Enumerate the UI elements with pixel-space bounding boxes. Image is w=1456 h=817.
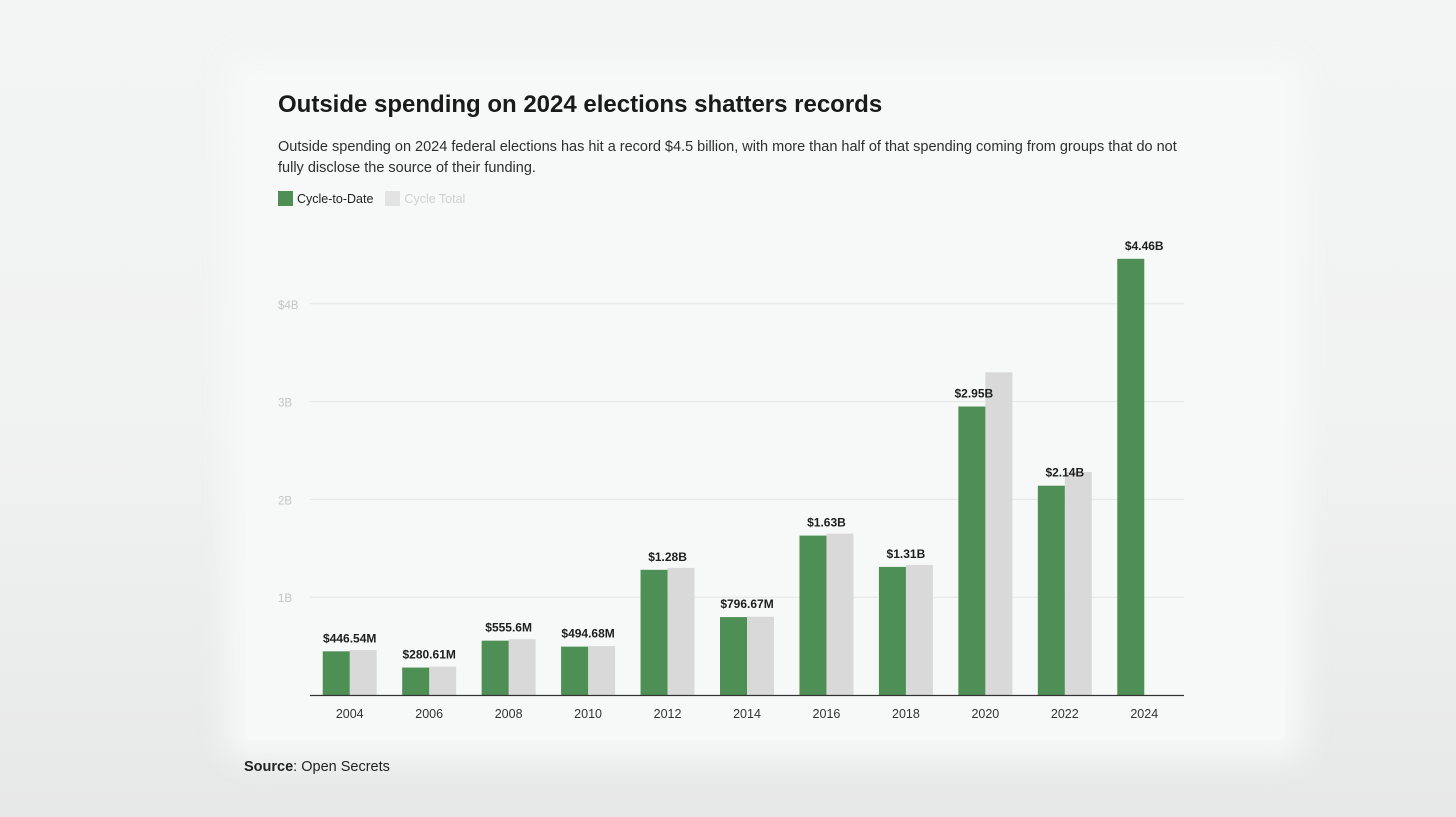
- bar-cycle-to-date-2024: [1117, 258, 1145, 695]
- x-tick-label-2004: 2004: [336, 707, 364, 721]
- bar-cycle-to-date-2016: [799, 535, 827, 695]
- x-tick-label-2012: 2012: [654, 707, 682, 721]
- chart-legend: Cycle-to-Date Cycle Total: [278, 191, 477, 206]
- legend-label-cycle-to-date: Cycle-to-Date: [297, 191, 374, 206]
- y-tick-label: $4B: [278, 300, 299, 312]
- bar-cycle-total-2020: [985, 372, 1013, 695]
- bar-cycle-to-date-2022: [1037, 485, 1065, 695]
- x-tick-label-2018: 2018: [892, 707, 920, 721]
- y-tick-label: 2B: [278, 495, 292, 507]
- legend-swatch-cycle-to-date: [278, 191, 293, 206]
- bar-cycle-total-2004: [349, 650, 377, 695]
- y-tick-label: 3B: [278, 398, 292, 410]
- x-tick-label-2014: 2014: [733, 707, 761, 721]
- bar-cycle-total-2008: [508, 639, 536, 695]
- legend-item-cycle-total[interactable]: Cycle Total: [385, 191, 465, 206]
- bar-cycle-total-2006: [429, 666, 457, 695]
- data-label-2010: $494.68M: [561, 627, 614, 641]
- x-tick-label-2006: 2006: [415, 707, 443, 721]
- y-tick-label: 1B: [278, 593, 292, 605]
- data-label-2020: $2.95B: [955, 386, 994, 400]
- chart-subtitle: Outside spending on 2024 federal electio…: [278, 139, 1177, 176]
- bar-cycle-to-date-2006: [402, 667, 430, 695]
- bar-cycle-to-date-2012: [640, 569, 668, 695]
- bar-cycle-total-2018: [905, 564, 933, 695]
- x-tick-label-2008: 2008: [495, 707, 523, 721]
- data-label-2018: $1.31B: [887, 547, 926, 561]
- x-tick-label-2020: 2020: [971, 707, 999, 721]
- x-tick-label-2010: 2010: [574, 707, 602, 721]
- data-label-2006: $280.61M: [402, 648, 455, 662]
- bar-cycle-total-2012: [667, 567, 695, 695]
- x-tick-label-2022: 2022: [1051, 707, 1079, 721]
- data-label-2014: $796.67M: [720, 597, 773, 611]
- source-note: Source: Open Secrets: [244, 759, 390, 775]
- legend-swatch-cycle-total: [385, 191, 401, 206]
- chart-title: Outside spending on 2024 elections shatt…: [278, 91, 883, 118]
- x-tick-label-2024: 2024: [1130, 707, 1158, 721]
- bar-cycle-total-2014: [747, 616, 774, 695]
- legend-label-cycle-total: Cycle Total: [404, 191, 466, 206]
- bar-cycle-to-date-2018: [878, 566, 906, 695]
- bar-cycle-total-2010: [588, 646, 616, 695]
- source-label: Source: [244, 759, 294, 775]
- data-label-2024: $4.46B: [1125, 239, 1164, 253]
- data-label-2008: $555.6M: [485, 621, 532, 635]
- data-label-2012: $1.28B: [648, 550, 687, 564]
- data-label-2022: $2.14B: [1045, 466, 1084, 480]
- bar-cycle-total-2022: [1064, 472, 1092, 695]
- x-tick-label-2016: 2016: [813, 707, 841, 721]
- data-label-2004: $446.54M: [323, 631, 376, 645]
- legend-item-cycle-to-date[interactable]: Cycle-to-Date: [278, 191, 373, 206]
- data-label-2016: $1.63B: [807, 516, 846, 530]
- bar-cycle-total-2016: [826, 533, 854, 695]
- bar-cycle-to-date-2014: [720, 617, 747, 695]
- bar-cycle-to-date-2004: [322, 651, 350, 695]
- bar-cycle-to-date-2010: [561, 646, 589, 695]
- bar-cycle-to-date-2008: [481, 640, 509, 695]
- bar-cycle-to-date-2020: [958, 406, 986, 695]
- source-text: : Open Secrets: [293, 759, 390, 775]
